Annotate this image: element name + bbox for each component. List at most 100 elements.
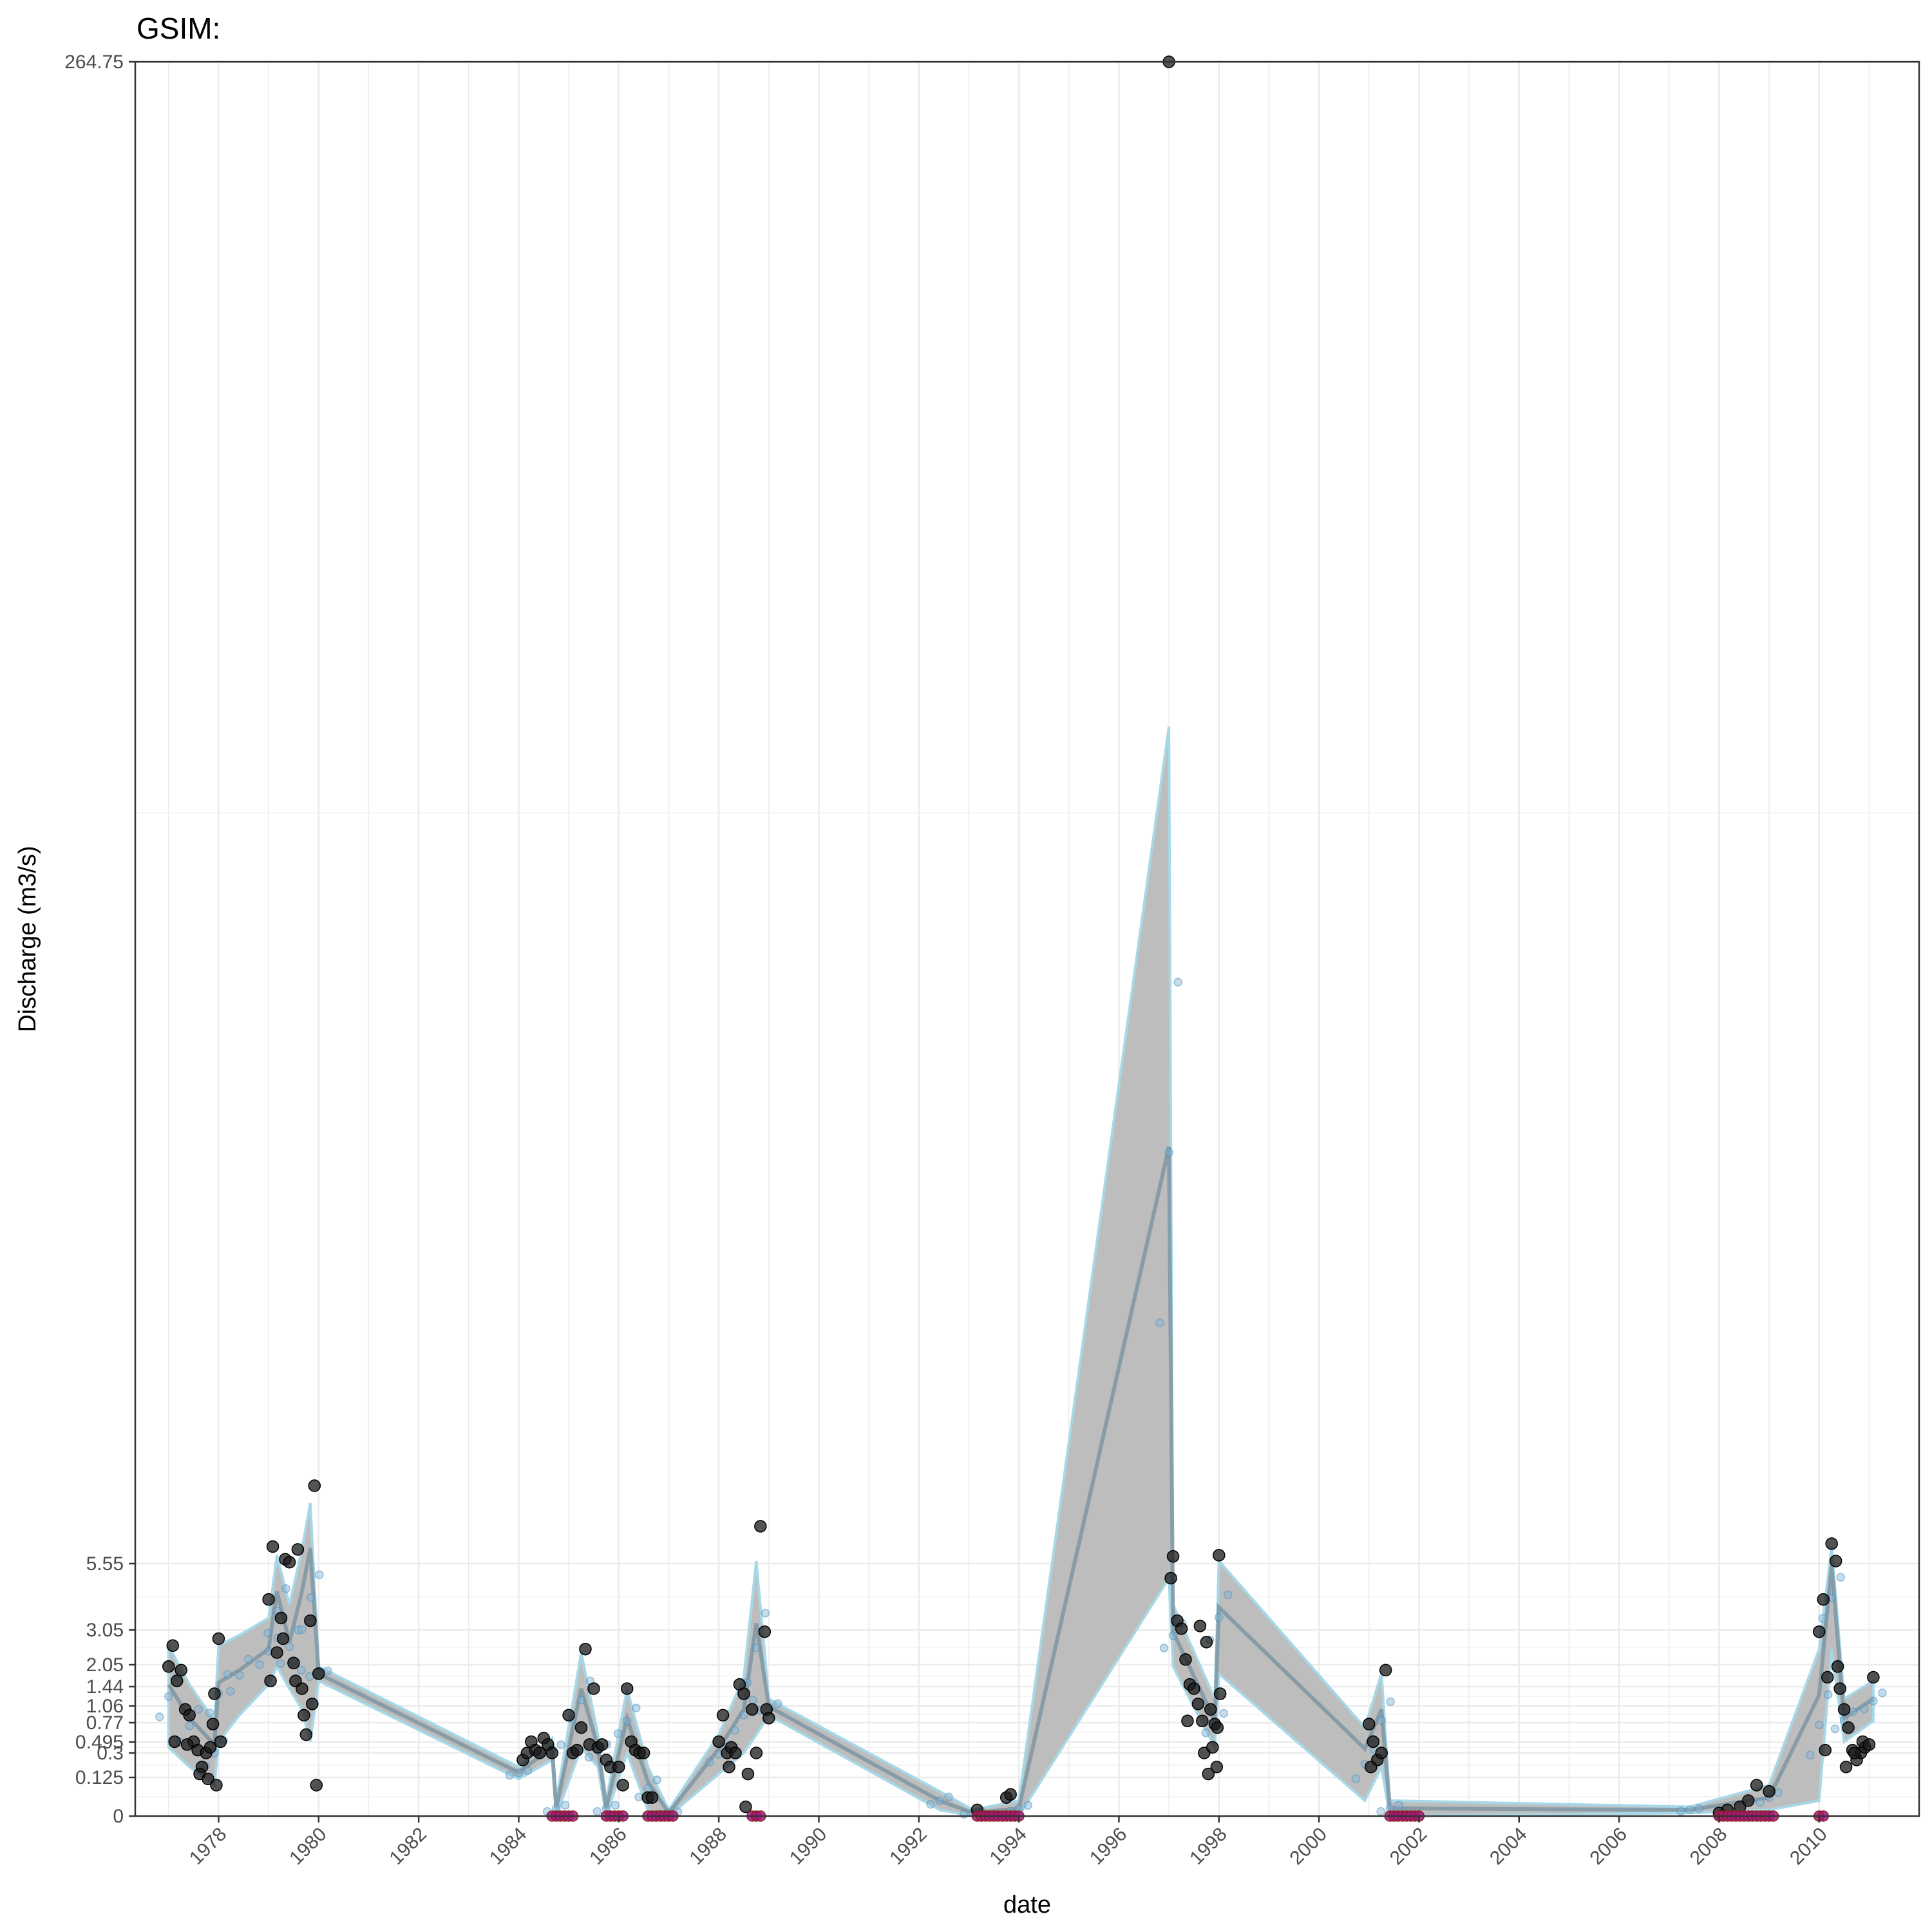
- observed-point: [208, 1687, 221, 1700]
- y-tick-label: 3.05: [86, 1620, 124, 1641]
- y-tick-label: 0: [113, 1806, 124, 1827]
- observed-point: [762, 1712, 775, 1725]
- simulated-point: [297, 1665, 306, 1675]
- simulated-point: [1023, 1801, 1032, 1810]
- simulated-point: [263, 1629, 272, 1638]
- observed-point: [1204, 1703, 1217, 1716]
- observed-point: [1202, 1767, 1215, 1781]
- simulated-point: [1376, 1807, 1385, 1816]
- simulated-point: [622, 1716, 632, 1725]
- simulated-point: [255, 1660, 264, 1669]
- simulated-point: [576, 1695, 586, 1705]
- observed-point: [1817, 1593, 1830, 1606]
- simulated-point: [752, 1643, 761, 1653]
- observed-point: [729, 1747, 742, 1759]
- observed-point: [202, 1772, 214, 1786]
- simulated-point: [1377, 1716, 1386, 1725]
- simulated-point: [155, 1712, 164, 1721]
- simulated-point: [634, 1792, 643, 1802]
- simulated-point: [1694, 1804, 1703, 1814]
- x-axis-title: date: [1003, 1891, 1051, 1918]
- observed-point: [289, 1674, 302, 1687]
- simulated-point: [761, 1609, 770, 1618]
- observed-point: [210, 1779, 223, 1792]
- simulated-point: [205, 1708, 214, 1718]
- observed-point: [620, 1682, 634, 1695]
- observed-point: [1211, 1721, 1224, 1734]
- simulated-point: [226, 1687, 235, 1696]
- simulated-point: [730, 1726, 739, 1735]
- simulated-point: [1806, 1750, 1815, 1760]
- observed-point: [741, 1767, 755, 1781]
- observed-point: [270, 1646, 283, 1659]
- observed-point: [1181, 1714, 1194, 1728]
- observed-point: [637, 1747, 650, 1759]
- simulated-point: [560, 1801, 570, 1810]
- observed-point: [214, 1735, 227, 1748]
- observed-point: [1379, 1663, 1392, 1677]
- observed-point: [545, 1747, 558, 1759]
- observed-point: [276, 1632, 290, 1645]
- observed-point: [758, 1625, 772, 1638]
- simulated-point: [244, 1654, 253, 1664]
- simulated-point: [1159, 1643, 1169, 1653]
- observed-point: [1166, 1550, 1180, 1563]
- simulated-point: [1173, 978, 1182, 987]
- simulated-point: [926, 1800, 935, 1809]
- simulated-point: [223, 1670, 232, 1679]
- observed-point: [283, 1556, 296, 1569]
- observed-point: [183, 1709, 196, 1722]
- simulated-point: [1215, 1613, 1224, 1622]
- simulated-point: [1818, 1614, 1827, 1623]
- simulated-point: [739, 1710, 748, 1720]
- observed-point: [1848, 1747, 1861, 1759]
- observed-point: [739, 1800, 752, 1814]
- simulated-point: [323, 1666, 332, 1676]
- observed-point: [1867, 1671, 1880, 1684]
- observed-point: [162, 1660, 175, 1673]
- simulated-point: [1824, 1690, 1833, 1700]
- simulated-point: [592, 1807, 602, 1816]
- y-axis-title: Discharge (m3/s): [14, 846, 41, 1032]
- observed-point: [1210, 1760, 1224, 1774]
- observed-point: [1196, 1714, 1209, 1728]
- simulated-point: [1676, 1806, 1685, 1816]
- observed-point: [175, 1663, 187, 1677]
- observed-point: [180, 1738, 194, 1751]
- simulated-point: [1164, 1148, 1173, 1157]
- observed-point: [579, 1642, 592, 1656]
- observed-point: [287, 1656, 300, 1670]
- simulated-point: [523, 1766, 533, 1776]
- simulated-point: [298, 1625, 307, 1634]
- chart-title: GSIM:: [137, 12, 220, 45]
- observed-point: [310, 1779, 323, 1792]
- observed-point: [168, 1735, 181, 1748]
- simulated-point: [773, 1699, 782, 1709]
- observed-point: [170, 1674, 184, 1687]
- observed-point: [262, 1593, 275, 1606]
- simulated-point: [305, 1672, 314, 1681]
- y-tick-label: 0.125: [75, 1767, 124, 1788]
- observed-point: [1191, 1698, 1205, 1710]
- observed-point: [723, 1760, 735, 1774]
- simulated-point: [1878, 1689, 1887, 1698]
- plot-border: [134, 61, 1920, 1817]
- observed-point: [1004, 1788, 1017, 1801]
- simulated-point: [652, 1775, 661, 1785]
- observed-point: [571, 1743, 583, 1757]
- simulated-point: [1774, 1788, 1783, 1797]
- simulated-point: [285, 1642, 294, 1651]
- observed-point: [1839, 1760, 1853, 1774]
- observed-point: [1363, 1718, 1376, 1730]
- simulated-point: [235, 1671, 244, 1680]
- observed-point: [1821, 1671, 1834, 1684]
- observed-point: [1193, 1620, 1207, 1633]
- observed-point: [266, 1540, 279, 1553]
- simulated-point: [1869, 1696, 1878, 1705]
- simulated-point: [514, 1768, 524, 1777]
- observed-point: [1741, 1794, 1755, 1807]
- observed-point: [1833, 1682, 1846, 1695]
- observed-point: [1825, 1537, 1838, 1550]
- observed-point: [612, 1760, 625, 1774]
